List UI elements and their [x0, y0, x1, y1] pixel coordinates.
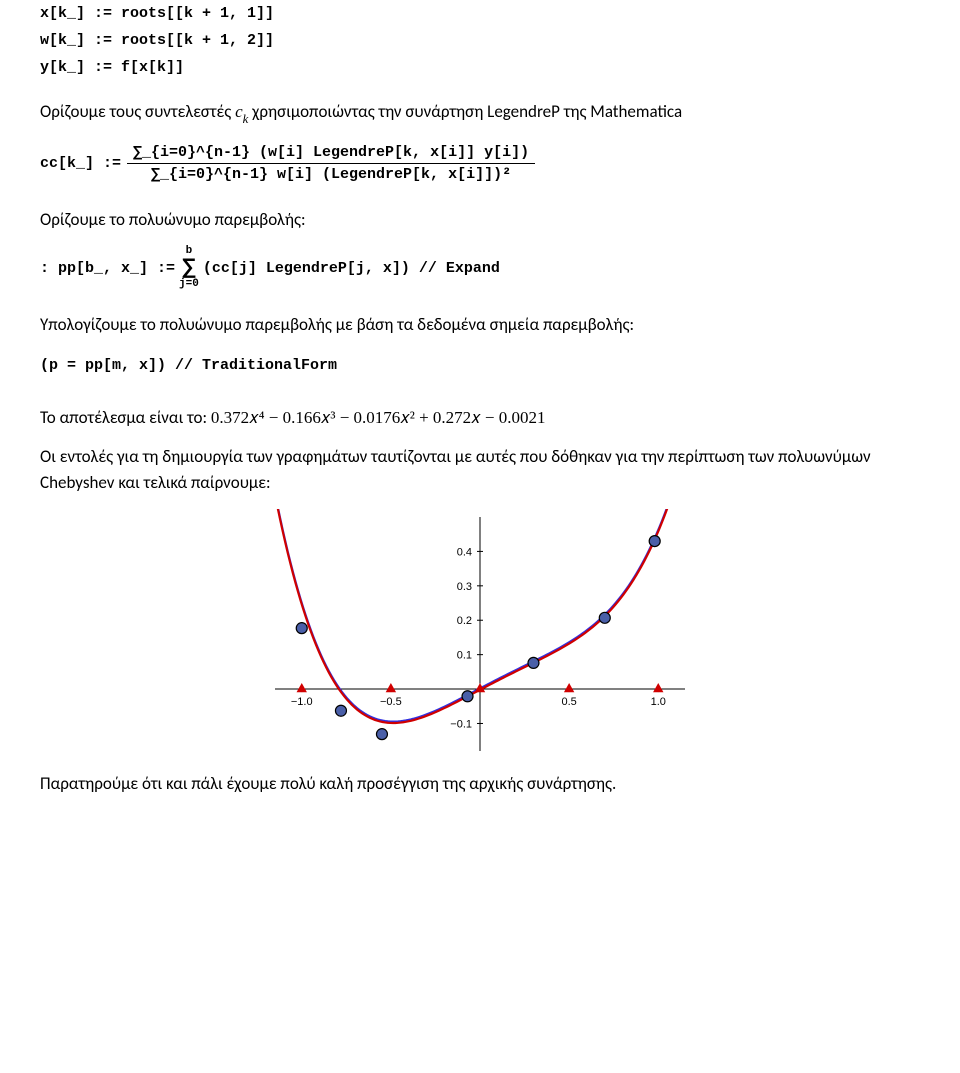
- para-result: Το αποτέλεσμα είναι το: 0.372𝑥⁴ − 0.166𝑥…: [40, 405, 920, 431]
- cc-denominator: ∑_{i=0}^{n-1} w[i] (LegendreP[k, x[i]])²: [145, 164, 517, 185]
- cc-lhs: cc[k_] :=: [40, 155, 121, 172]
- svg-text:−0.5: −0.5: [380, 696, 402, 708]
- svg-text:−0.1: −0.1: [450, 718, 472, 730]
- pp-sigma: b ∑ j=0: [179, 246, 199, 290]
- svg-text:0.5: 0.5: [561, 696, 576, 708]
- result-label: Το αποτέλεσμα είναι το:: [40, 407, 211, 428]
- cc-numerator: ∑_{i=0}^{n-1} (w[i] LegendreP[k, x[i]] y…: [127, 142, 535, 163]
- var-c: c: [235, 102, 243, 121]
- code-block-definitions: x[k_] := roots[[k + 1, 1]] w[k_] := root…: [40, 0, 920, 81]
- svg-text:−1.0: −1.0: [291, 696, 313, 708]
- svg-text:0.1: 0.1: [457, 650, 472, 662]
- para-observation: Παρατηρούμε ότι και πάλι έχουμε πολύ καλ…: [40, 771, 920, 797]
- formula-cc: cc[k_] := ∑_{i=0}^{n-1} (w[i] LegendreP[…: [40, 142, 920, 185]
- svg-text:1.0: 1.0: [651, 696, 666, 708]
- pp-lhs: : pp[b_, x_] :=: [40, 260, 175, 277]
- result-poly: 0.372𝑥⁴ − 0.166𝑥³ − 0.0176𝑥² + 0.272𝑥 − …: [211, 408, 546, 427]
- chart-container: −1.0 −0.5 0.5 1.0 −0.1 0.1 0.2 0.3 0.4: [40, 509, 920, 759]
- pp-body: (cc[j] LegendreP[j, x]) // Expand: [203, 260, 500, 277]
- svg-text:0.4: 0.4: [457, 546, 472, 558]
- text: χρησιμοποιώντας την συνάρτηση LegendreP …: [248, 101, 682, 122]
- approximation-chart: −1.0 −0.5 0.5 1.0 −0.1 0.1 0.2 0.3 0.4: [265, 509, 695, 759]
- var-c-sub: k: [243, 112, 249, 126]
- sigma-bottom: j=0: [179, 279, 199, 290]
- svg-text:0.3: 0.3: [457, 581, 472, 593]
- para-compute-poly: Υπολογίζουμε το πολυώνυμο παρεμβολής με …: [40, 312, 920, 338]
- sigma-symbol: ∑: [182, 257, 195, 279]
- code-traditionalform: (p = pp[m, x]) // TraditionalForm: [40, 352, 920, 379]
- text: Ορίζουμε τους συντελεστές: [40, 101, 235, 122]
- para-commands: Οι εντολές για τη δημιουργία των γραφημά…: [40, 444, 920, 495]
- cc-fraction: ∑_{i=0}^{n-1} (w[i] LegendreP[k, x[i]] y…: [127, 142, 535, 185]
- para-define-coeffs: Ορίζουμε τους συντελεστές ck χρησιμοποιώ…: [40, 99, 920, 128]
- para-define-poly: Ορίζουμε το πολυώνυμο παρεμβολής:: [40, 207, 920, 233]
- svg-text:0.2: 0.2: [457, 615, 472, 627]
- formula-pp: : pp[b_, x_] := b ∑ j=0 (cc[j] LegendreP…: [40, 246, 920, 290]
